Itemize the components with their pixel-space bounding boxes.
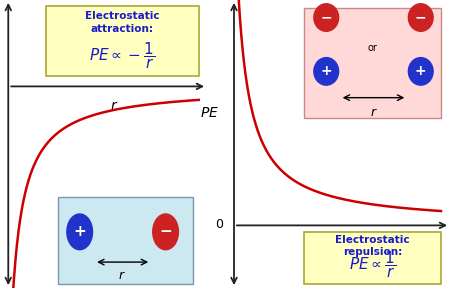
Text: +: + [73,224,86,239]
Circle shape [314,4,338,31]
Circle shape [153,214,179,250]
Text: 0: 0 [215,218,223,231]
Circle shape [314,58,338,85]
Text: repulsion:: repulsion: [343,247,402,257]
Text: −: − [320,11,332,24]
Text: +: + [320,65,332,78]
Text: attraction:: attraction: [90,24,153,34]
Text: $PE$: $PE$ [200,106,219,120]
FancyBboxPatch shape [304,7,441,118]
Text: $r$: $r$ [345,234,353,248]
Text: or: or [368,43,377,53]
Circle shape [409,58,433,85]
FancyBboxPatch shape [304,232,441,284]
Text: $r$: $r$ [369,107,378,120]
Text: Electrostatic: Electrostatic [85,11,159,21]
Circle shape [409,4,433,31]
Text: −: − [415,11,427,24]
Text: Electrostatic: Electrostatic [335,235,410,245]
Text: $PE \propto \dfrac{1}{r}$: $PE \propto \dfrac{1}{r}$ [349,250,396,281]
Circle shape [67,214,93,250]
Text: −: − [159,224,172,239]
Text: $r$: $r$ [118,269,126,282]
FancyBboxPatch shape [58,197,193,284]
Text: +: + [415,65,427,78]
Text: $PE \propto -\dfrac{1}{r}$: $PE \propto -\dfrac{1}{r}$ [89,41,155,71]
Text: $r$: $r$ [110,99,118,113]
FancyBboxPatch shape [45,6,199,76]
